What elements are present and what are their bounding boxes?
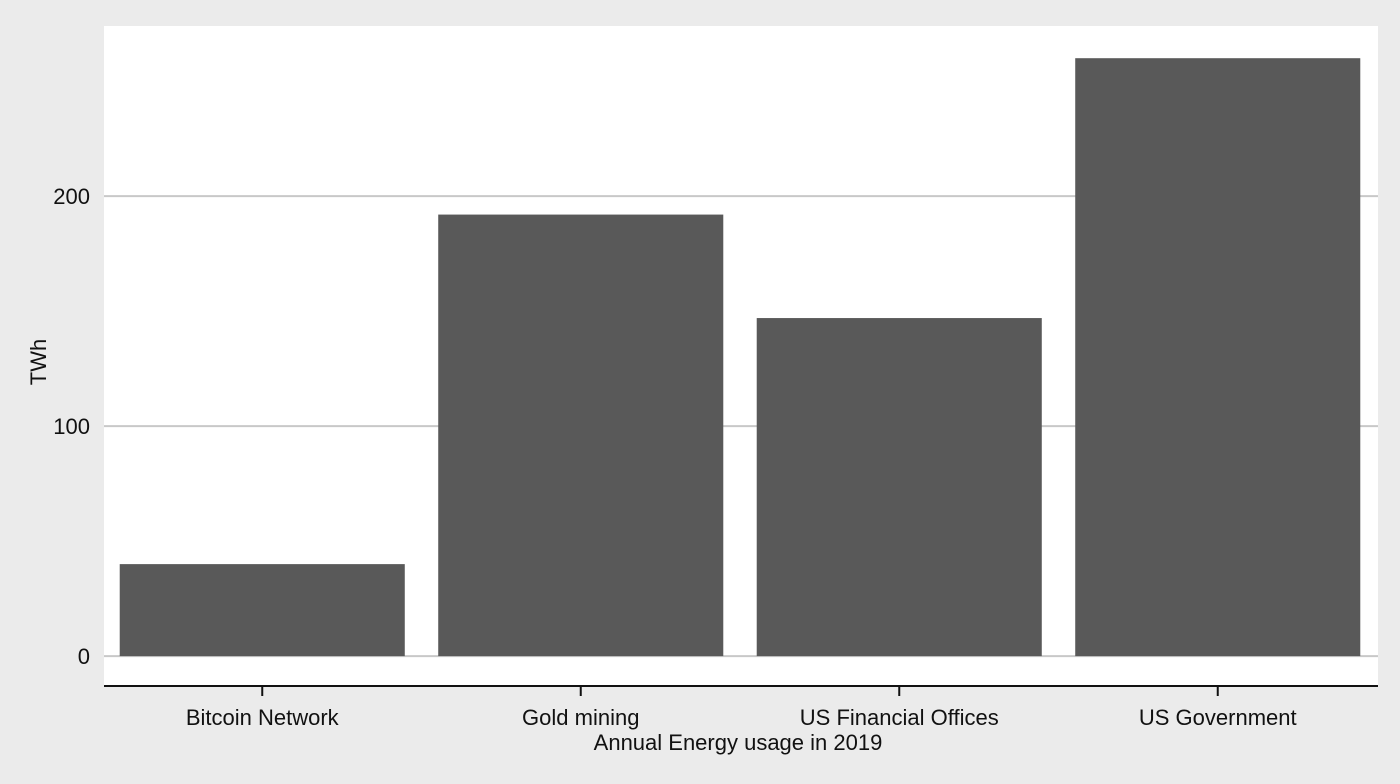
x-tick-label: US Government [1139, 705, 1297, 730]
x-tick-label: Gold mining [522, 705, 639, 730]
x-tick-label: Bitcoin Network [186, 705, 340, 730]
bar [756, 318, 1042, 657]
y-tick-label: 0 [78, 644, 90, 669]
y-tick-label: 200 [53, 184, 90, 209]
bars [119, 58, 1361, 657]
bar [1075, 58, 1361, 657]
y-tick-label: 100 [53, 414, 90, 439]
x-axis-ticks: Bitcoin Network Gold mining US Financial O… [186, 686, 1297, 730]
x-tick-label: US Financial Offices [800, 705, 999, 730]
x-axis-title: Annual Energy usage in 2019 [594, 730, 883, 755]
bar [438, 214, 724, 657]
bar [119, 564, 405, 657]
y-axis-ticks: 0 100 200 [53, 184, 90, 669]
y-axis-title: TWh [26, 339, 51, 385]
